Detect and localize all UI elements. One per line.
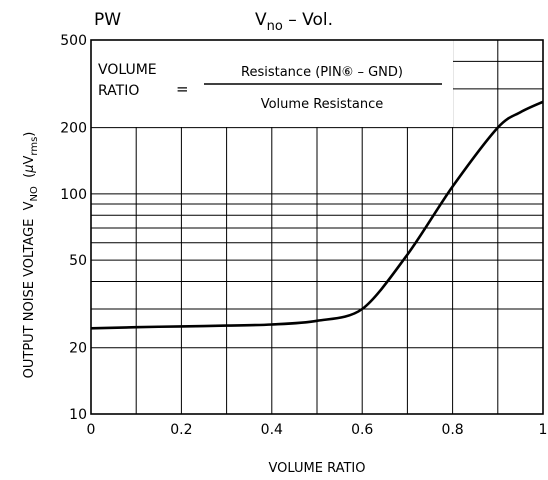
data-series: [90, 100, 544, 330]
formula-lhs-line2: RATIO: [98, 83, 139, 99]
y-label-unit-sub: rms: [29, 137, 40, 156]
x-tick-label: 0.2: [170, 422, 192, 438]
y-tick-label: 200: [60, 121, 87, 137]
x-tick-label: 0.6: [351, 422, 373, 438]
x-tick-label: 0: [87, 422, 96, 438]
y-tick-label: 100: [60, 187, 87, 203]
y-label-sub: NO: [29, 186, 40, 201]
y-label-mu: μ: [22, 164, 37, 173]
title-main: V: [255, 10, 267, 30]
x-tick-label: 0.8: [441, 422, 463, 438]
y-label-open: (: [22, 173, 37, 186]
y-axis-label: OUTPUT NOISE VOLTAGE VNO (μVrms): [22, 132, 40, 379]
tick-labels: 0 0.2 0.4 0.6 0.8 1 10 20 50 100 200 500: [60, 33, 547, 438]
formula-denominator: Volume Resistance: [261, 97, 384, 112]
y-tick-label: 20: [69, 341, 87, 357]
formula-lhs-line1: VOLUME: [98, 62, 157, 78]
series-line: [90, 100, 544, 330]
y-label-text: OUTPUT NOISE VOLTAGE V: [22, 201, 37, 378]
chart-tag: PW: [94, 10, 121, 30]
formula-numerator: Resistance (PIN⑥ – GND): [241, 65, 403, 80]
y-label-close: ): [22, 132, 37, 137]
title-rest: – Vol.: [283, 10, 333, 30]
y-tick-label: 10: [69, 407, 87, 423]
x-tick-label: 0.4: [261, 422, 283, 438]
formula-equals: =: [176, 80, 189, 98]
title-sub: no: [267, 19, 283, 34]
y-tick-label: 500: [60, 33, 87, 49]
x-tick-label: 1: [539, 422, 548, 438]
y-label-unit: V: [22, 155, 37, 164]
plot-frame: [90, 39, 544, 415]
formula-box: VOLUME RATIO = Resistance (PIN⑥ – GND) V…: [91, 40, 453, 127]
chart-title: Vno – Vol.: [255, 10, 333, 34]
x-axis-label: VOLUME RATIO: [269, 461, 366, 476]
y-tick-label: 50: [69, 253, 87, 269]
